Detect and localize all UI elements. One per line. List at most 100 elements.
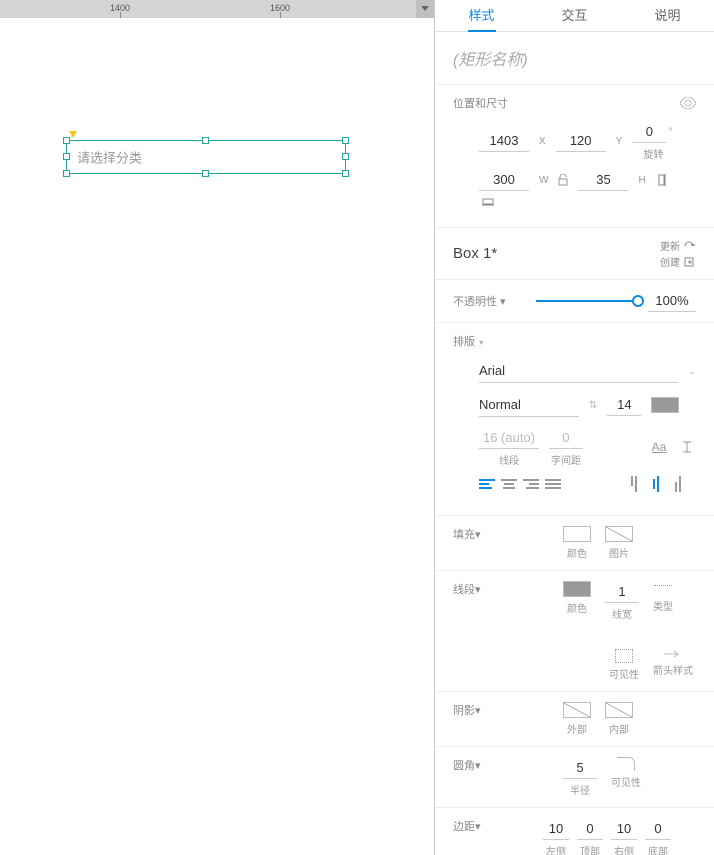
ruler-dropdown-icon[interactable] <box>416 0 434 18</box>
opacity-label: 不透明性 ▾ <box>453 293 506 309</box>
inspector-tabs: 样式 交互 说明 <box>435 0 714 32</box>
resize-handle-w[interactable] <box>63 153 70 160</box>
line-height-label: 线段 <box>499 452 519 467</box>
scrollbar[interactable] <box>434 450 435 510</box>
tab-style[interactable]: 样式 <box>435 0 528 31</box>
inspector-panel: 样式 交互 说明 (矩形名称) 位置和尺寸 X Y ° 旋转 W <box>434 0 714 855</box>
flip-v-icon[interactable] <box>479 197 497 213</box>
vertical-align-group <box>626 477 686 491</box>
arrow-style-button[interactable] <box>664 649 682 659</box>
y-input[interactable] <box>556 130 606 152</box>
height-input[interactable] <box>578 169 628 191</box>
section-label: 位置和尺寸 <box>453 95 508 111</box>
padding-bottom-input[interactable] <box>645 818 671 840</box>
resize-handle-n[interactable] <box>202 137 209 144</box>
border-vis-label: 可见性 <box>609 666 639 681</box>
font-size-input[interactable] <box>607 394 641 416</box>
section-shadow: 阴影 ▾ 外部 内部 <box>435 691 714 746</box>
corner-radius-input[interactable] <box>563 757 597 779</box>
border-color-label: 颜色 <box>567 600 587 615</box>
tab-notes[interactable]: 说明 <box>621 0 714 31</box>
resize-handle-se[interactable] <box>342 170 349 177</box>
text-color-swatch[interactable] <box>651 397 679 413</box>
valign-top-button[interactable] <box>627 476 641 492</box>
x-label: X <box>539 136 546 147</box>
stepper-icon[interactable]: ⇅ <box>589 400 597 411</box>
width-input[interactable] <box>479 169 529 191</box>
align-right-button[interactable] <box>523 477 539 491</box>
section-opacity: 不透明性 ▾ <box>435 279 714 322</box>
update-style-button[interactable]: 更新 <box>660 238 696 253</box>
create-icon <box>684 257 696 267</box>
horizontal-align-group <box>479 477 561 491</box>
rotation-input[interactable] <box>632 121 666 143</box>
section-label: 圆角 ▾ <box>453 757 503 773</box>
padding-top-input[interactable] <box>577 818 603 840</box>
section-label: 边距 ▾ <box>453 818 503 834</box>
w-label: W <box>539 175 548 186</box>
inner-shadow-label: 内部 <box>609 721 629 736</box>
tab-interactions[interactable]: 交互 <box>528 0 621 31</box>
letter-spacing-input[interactable] <box>549 427 583 449</box>
section-border: 线段 ▾ 颜色 线宽 类型 可见性 箭头样式 <box>435 570 714 691</box>
align-left-button[interactable] <box>479 477 495 491</box>
section-corner: 圆角 ▾ 半径 可见性 <box>435 746 714 807</box>
corner-vis-label: 可见性 <box>611 774 641 789</box>
radius-label: 半径 <box>570 782 590 797</box>
inner-shadow-button[interactable] <box>605 702 633 718</box>
widget-placeholder-text: 请选择分类 <box>77 148 142 167</box>
arrow-style-label: 箭头样式 <box>653 662 693 677</box>
pad-bottom-label: 底部 <box>648 843 668 855</box>
padding-left-input[interactable] <box>543 818 569 840</box>
visibility-toggle-icon[interactable] <box>680 97 696 109</box>
border-width-input[interactable] <box>605 581 639 603</box>
slider-thumb[interactable] <box>632 295 644 307</box>
fill-image-button[interactable] <box>605 526 633 542</box>
resize-handle-sw[interactable] <box>63 170 70 177</box>
align-center-button[interactable] <box>501 477 517 491</box>
widget-name-input[interactable]: (矩形名称) <box>435 32 714 84</box>
flip-h-icon[interactable] <box>656 172 674 188</box>
section-label: 阴影 ▾ <box>453 702 503 718</box>
ruler-mark: 1600 <box>260 0 300 18</box>
border-type-button[interactable] <box>654 585 672 595</box>
section-label: 线段 ▾ <box>453 581 503 597</box>
lock-aspect-icon[interactable] <box>558 174 570 186</box>
border-visibility-button[interactable] <box>615 649 633 663</box>
selected-widget[interactable]: 请选择分类 <box>66 140 346 174</box>
section-typography: 排版 ▾ ⌄ ⇅ 线段 字间距 Aa <box>435 322 714 515</box>
resize-handle-s[interactable] <box>202 170 209 177</box>
padding-right-input[interactable] <box>611 818 637 840</box>
pad-right-label: 右侧 <box>614 843 634 855</box>
deg-label: ° <box>668 127 672 138</box>
chevron-down-icon: ⌄ <box>688 366 696 377</box>
opacity-slider[interactable] <box>536 300 638 302</box>
section-label: 填充 ▾ <box>453 526 503 542</box>
outer-shadow-button[interactable] <box>563 702 591 718</box>
valign-middle-button[interactable] <box>649 476 663 492</box>
rotation-label: 旋转 <box>643 146 663 161</box>
font-family-select[interactable] <box>479 359 678 383</box>
text-transform-icon[interactable]: Aa <box>650 439 668 455</box>
fill-color-swatch[interactable] <box>563 526 591 542</box>
style-name: Box 1* <box>453 245 497 262</box>
resize-handle-ne[interactable] <box>342 137 349 144</box>
border-color-swatch[interactable] <box>563 581 591 597</box>
ruler-horizontal: 1400 1600 <box>0 0 434 18</box>
resize-handle-nw[interactable] <box>63 137 70 144</box>
text-options-icon[interactable] <box>678 439 696 455</box>
section-padding: 边距 ▾ 左侧 顶部 右侧 底部 <box>435 807 714 855</box>
font-weight-select[interactable] <box>479 393 579 417</box>
align-justify-button[interactable] <box>545 477 561 491</box>
opacity-input[interactable] <box>648 290 696 312</box>
create-style-button[interactable]: 创建 <box>660 254 696 269</box>
selection-marker-icon <box>69 131 77 138</box>
border-type-label: 类型 <box>653 598 673 613</box>
pad-left-label: 左侧 <box>546 843 566 855</box>
x-input[interactable] <box>479 130 529 152</box>
canvas[interactable]: 1400 1600 请选择分类 <box>0 0 434 855</box>
valign-bottom-button[interactable] <box>671 476 685 492</box>
resize-handle-e[interactable] <box>342 153 349 160</box>
corner-visibility-button[interactable] <box>617 757 635 771</box>
line-height-input[interactable] <box>479 427 539 449</box>
